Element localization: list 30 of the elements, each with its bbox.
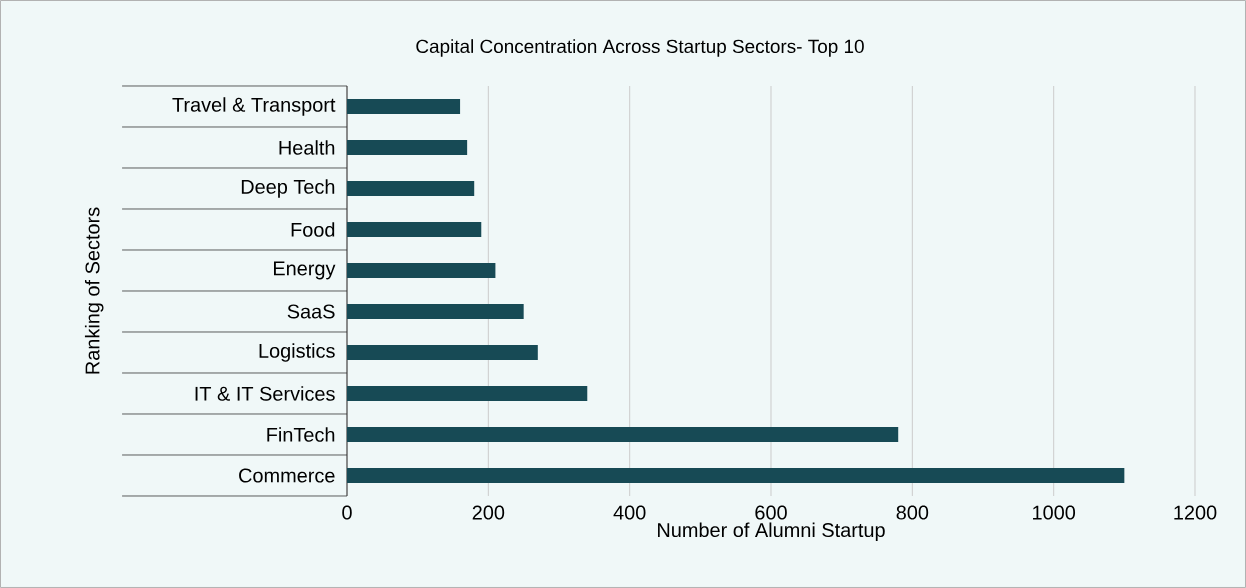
y-tick-label: SaaS	[287, 304, 335, 319]
y-tick-label: Commerce	[239, 468, 335, 483]
bar	[347, 180, 475, 196]
x-axis-title: Number of Alumni Startup	[658, 522, 885, 542]
y-tick-label: Energy	[274, 261, 336, 280]
bar	[347, 303, 524, 319]
chart-title: Capital Concentration Across Startup Sectors- Top 10	[416, 39, 864, 57]
x-tick-label: 200	[472, 505, 505, 520]
y-tick-label: Health	[279, 140, 335, 155]
y-tick-label: Deep Tech	[241, 179, 335, 198]
bar	[347, 467, 1125, 483]
y-axis-title: Ranking of Sectors	[84, 207, 104, 374]
x-tick-label: 0	[342, 505, 352, 520]
y-tick-label: Logistics	[259, 343, 335, 362]
y-tick-label: IT & IT Services	[195, 386, 335, 401]
bar	[347, 139, 468, 155]
bar	[347, 221, 482, 237]
bar	[347, 385, 588, 401]
y-tick-label: Food	[291, 222, 335, 237]
bar	[347, 262, 496, 278]
bar	[347, 99, 461, 114]
y-tick-label: FinTech	[267, 427, 335, 442]
bar	[347, 344, 538, 360]
x-tick-label: 1200	[1174, 505, 1217, 520]
x-tick-label: 800	[896, 505, 929, 520]
x-tick-label: 400	[613, 505, 646, 520]
x-tick-label: 1000	[1033, 505, 1076, 520]
x-tick-label: 600	[755, 505, 787, 520]
y-tick-label: Travel & Transport	[172, 97, 336, 116]
bar	[347, 426, 899, 442]
